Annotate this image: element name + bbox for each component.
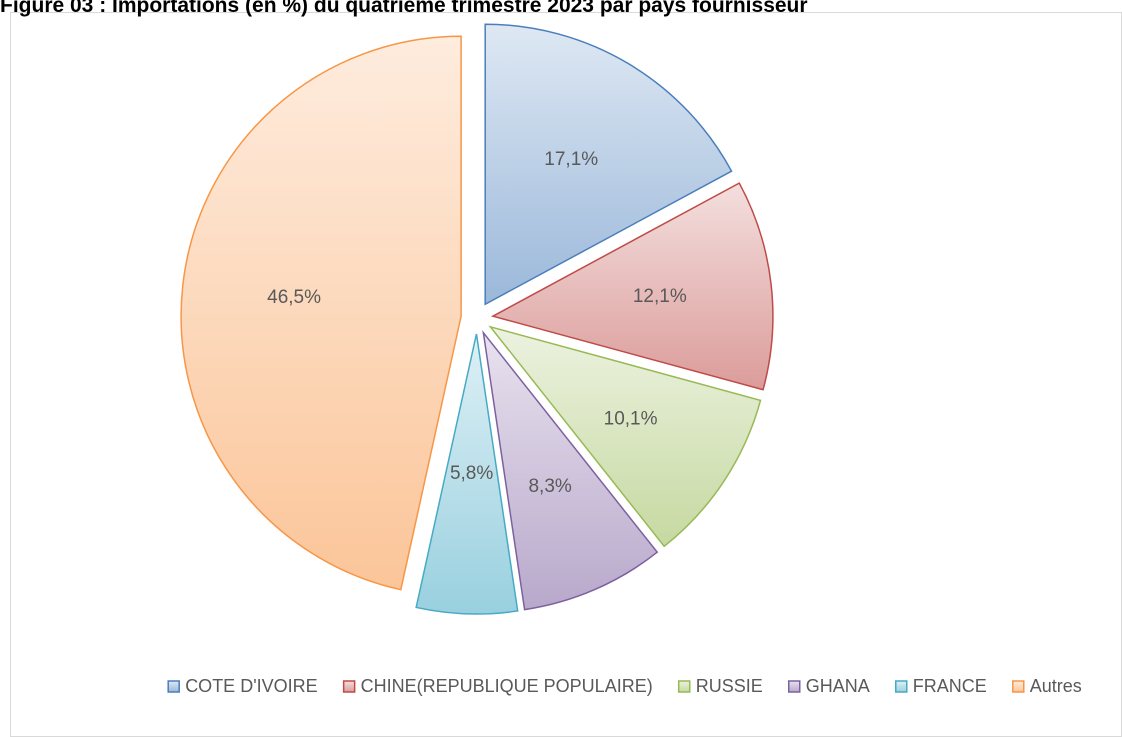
data-label: 8,3% (528, 476, 571, 497)
legend-swatch (895, 680, 908, 693)
legend-label: RUSSIE (696, 676, 763, 696)
legend-swatch (677, 680, 691, 693)
legend: COTE D'IVOIRE CHINE(REPUBLIQUE POPULAIRE)… (167, 676, 1082, 696)
pie: 17,1% 12,1% 10,1% 8,3% 5,8% 46,5% (180, 23, 774, 615)
legend-swatch (787, 680, 801, 693)
legend-label: FRANCE (913, 676, 987, 696)
pie-slice (482, 330, 659, 611)
legend-swatch (167, 680, 180, 693)
legend-label: CHINE(REPUBLIQUE POPULAIRE) (361, 676, 653, 696)
pie-slice (484, 23, 733, 306)
pie-slice (488, 325, 762, 548)
legend-label: COTE D'IVOIRE (185, 676, 317, 696)
legend-label: GHANA (806, 676, 870, 696)
data-label: 5,8% (450, 463, 493, 484)
data-label: 46,5% (267, 287, 321, 308)
legend-swatch (1012, 680, 1025, 693)
pie-slice (180, 35, 462, 591)
pie-slice (490, 182, 774, 391)
legend-label: Autres (1030, 676, 1082, 696)
pie-slice (415, 333, 519, 615)
chart-title: Figure 03 : Importations (en %) du quatr… (0, 0, 808, 17)
legend-swatch (342, 680, 356, 693)
data-label: 10,1% (604, 408, 658, 429)
data-label: 17,1% (544, 149, 598, 170)
data-label: 12,1% (633, 286, 687, 307)
